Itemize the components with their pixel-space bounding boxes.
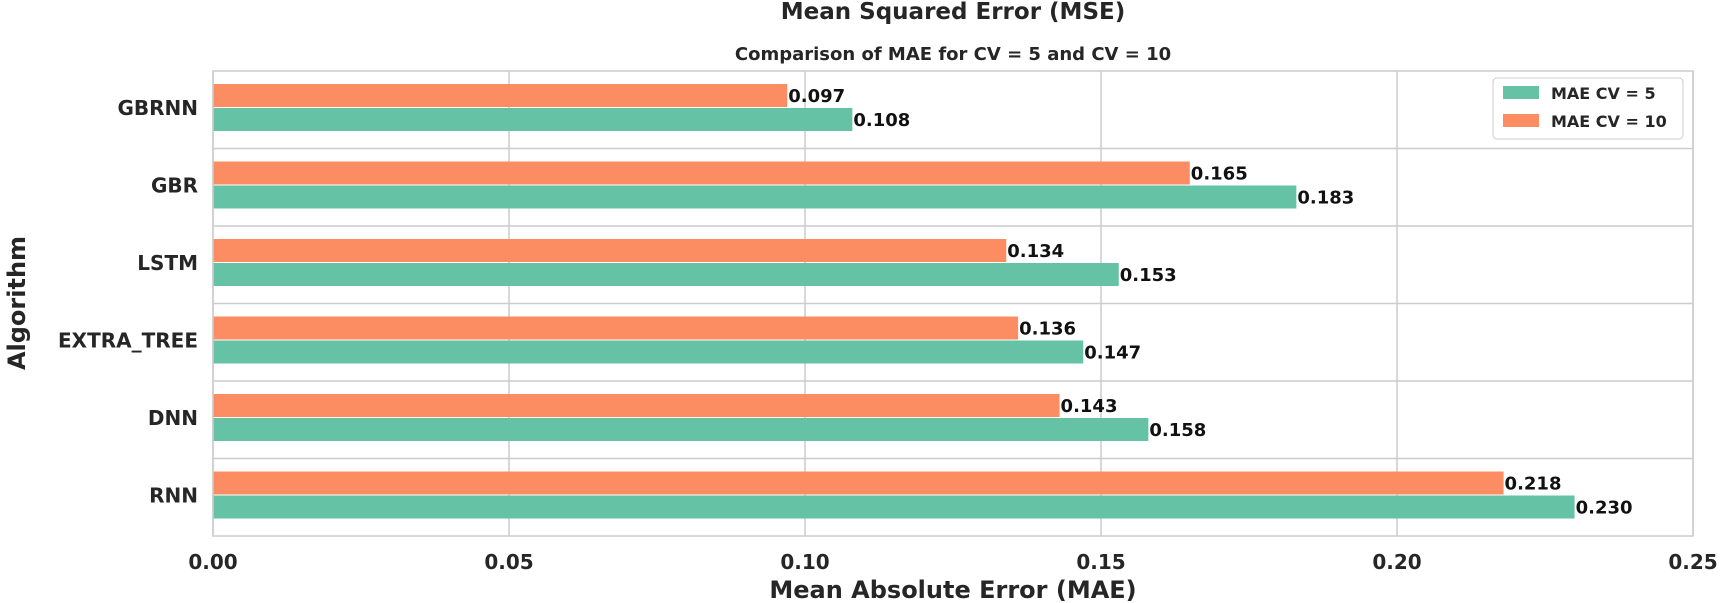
x-tick-label: 0.10: [780, 550, 829, 574]
bars: [213, 84, 1575, 519]
bar-lstm-cv5: [213, 263, 1119, 286]
bar-extra-tree-cv10: [213, 316, 1019, 340]
x-tick-label: 0.15: [1076, 550, 1125, 574]
y-tick-label: EXTRA_TREE: [58, 329, 198, 353]
y-tick-label: DNN: [148, 406, 198, 430]
data-label: 0.230: [1576, 498, 1633, 519]
x-tick-label: 0.25: [1668, 550, 1717, 574]
y-axis-label: Algorithm: [3, 236, 31, 370]
bar-gbr-cv10: [213, 161, 1190, 185]
x-tick-label: 0.05: [484, 550, 533, 574]
bar-extra-tree-cv5: [213, 340, 1084, 364]
data-label: 0.108: [853, 110, 910, 131]
legend-swatch-cv5: [1503, 86, 1539, 99]
data-label: 0.147: [1084, 343, 1141, 364]
y-axis-ticks: GBRNN GBR LSTM EXTRA_TREE DNN RNN: [58, 96, 198, 508]
data-label: 0.218: [1505, 474, 1562, 495]
bar-dnn-cv10: [213, 394, 1060, 417]
data-label: 0.153: [1120, 265, 1177, 286]
bar-lstm-cv10: [213, 239, 1007, 262]
legend-frame: [1492, 77, 1684, 140]
bar-gbrnn-cv5: [213, 108, 853, 131]
legend: MAE CV = 5 MAE CV = 10: [1492, 77, 1684, 140]
data-label: 0.134: [1007, 241, 1064, 262]
x-axis-label: Mean Absolute Error (MAE): [769, 576, 1136, 603]
data-labels: 0.097 0.108 0.165 0.183 0.134 0.153 0.136 0.147…: [788, 86, 1632, 519]
legend-swatch-cv10: [1503, 114, 1539, 127]
plot-frame: [212, 70, 1694, 537]
bar-rnn-cv5: [213, 495, 1575, 519]
x-tick-label: 0.00: [188, 550, 237, 574]
data-label: 0.158: [1149, 420, 1206, 441]
data-label: 0.143: [1061, 396, 1118, 417]
y-tick-label: GBR: [151, 174, 198, 198]
bar-rnn-cv10: [213, 471, 1504, 495]
y-tick-label: GBRNN: [117, 96, 198, 120]
x-axis-ticks: 0.00 0.05 0.10 0.15 0.20 0.25: [188, 550, 1717, 574]
legend-label-cv10: MAE CV = 10: [1551, 112, 1667, 131]
y-tick-label: LSTM: [137, 251, 198, 275]
chart-subtitle: Comparison of MAE for CV = 5 and CV = 10: [735, 44, 1171, 65]
grid-lines: [212, 71, 1694, 536]
y-tick-label: RNN: [149, 484, 198, 508]
chart-title: Mean Squared Error (MSE): [781, 0, 1125, 25]
data-label: 0.097: [788, 86, 845, 107]
bar-dnn-cv5: [213, 418, 1149, 441]
data-label: 0.165: [1191, 164, 1248, 185]
data-label: 0.136: [1019, 319, 1076, 340]
bar-gbr-cv5: [213, 185, 1297, 209]
data-label: 0.183: [1297, 188, 1354, 209]
x-tick-label: 0.20: [1372, 550, 1421, 574]
bar-gbrnn-cv10: [213, 84, 788, 107]
legend-label-cv5: MAE CV = 5: [1551, 84, 1656, 103]
